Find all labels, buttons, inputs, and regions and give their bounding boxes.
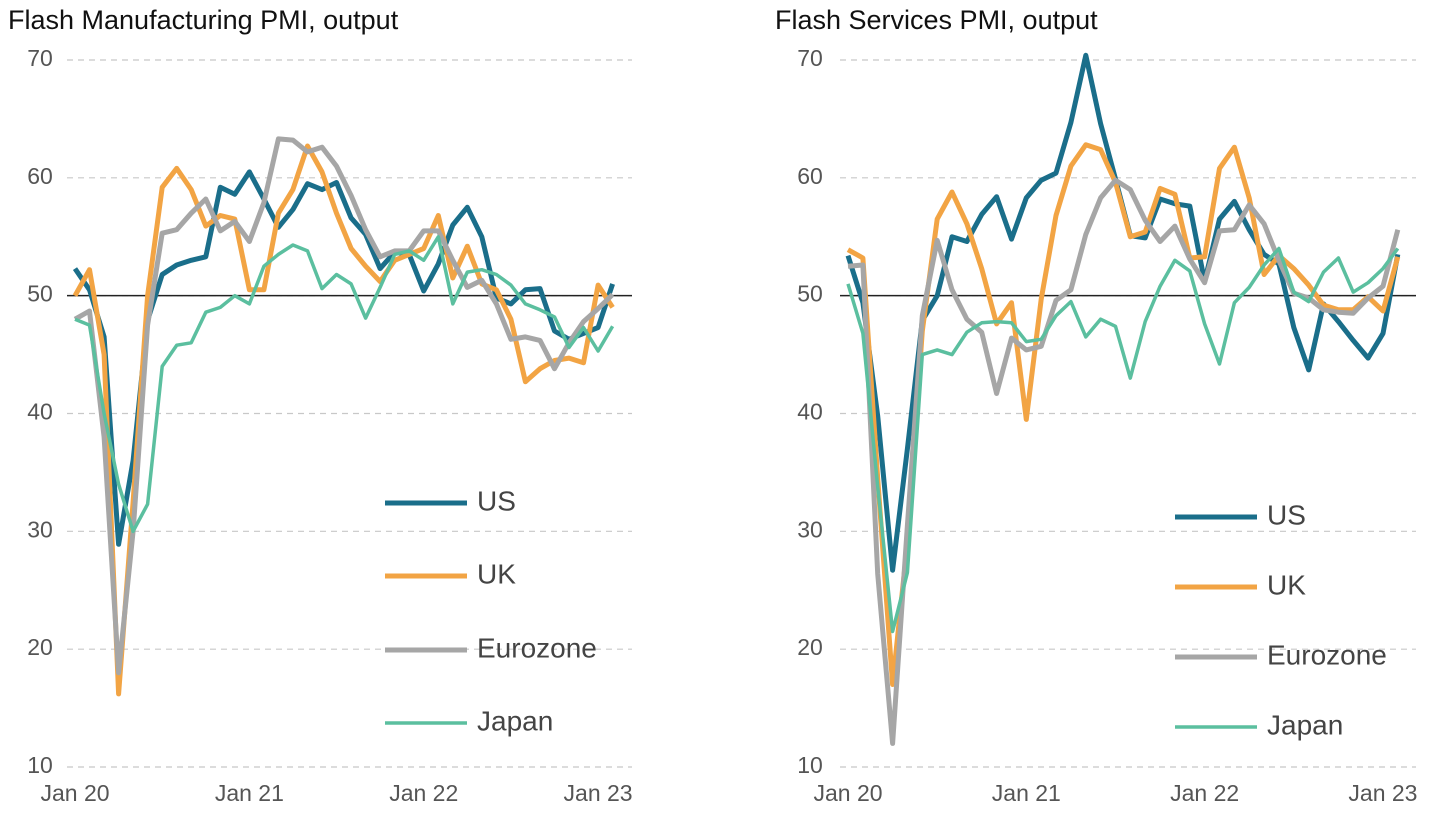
x-tick-label: Jan 21 bbox=[992, 780, 1061, 806]
x-tick-label: Jan 22 bbox=[1170, 780, 1239, 806]
series-line bbox=[74, 235, 615, 534]
x-tick-label: Jan 20 bbox=[40, 780, 109, 806]
x-tick-label: Jan 20 bbox=[813, 780, 882, 806]
y-tick-label: 10 bbox=[27, 752, 53, 778]
y-tick-label: 20 bbox=[797, 634, 823, 660]
series-line bbox=[72, 143, 615, 697]
series-line bbox=[846, 246, 1400, 634]
x-tick-label: Jan 21 bbox=[215, 780, 284, 806]
series-line bbox=[847, 177, 1401, 746]
legend-label: Japan bbox=[1267, 709, 1343, 740]
y-tick-label: 30 bbox=[797, 516, 823, 542]
x-tick-label: Jan 22 bbox=[389, 780, 458, 806]
chart-title: Flash Manufacturing PMI, output bbox=[8, 5, 399, 35]
legend-label: Eurozone bbox=[477, 632, 597, 663]
y-tick-label: 10 bbox=[797, 752, 823, 778]
chart-title: Flash Services PMI, output bbox=[775, 5, 1098, 35]
legend-label: UK bbox=[1267, 569, 1306, 600]
x-tick-label: Jan 23 bbox=[1348, 780, 1417, 806]
legend-label: Japan bbox=[477, 705, 553, 736]
y-tick-label: 60 bbox=[27, 163, 53, 189]
y-tick-label: 50 bbox=[797, 281, 823, 307]
y-tick-label: 30 bbox=[27, 516, 53, 542]
series-line bbox=[72, 169, 615, 547]
series-line bbox=[846, 142, 1401, 687]
y-tick-label: 40 bbox=[27, 399, 53, 425]
y-tick-label: 70 bbox=[27, 45, 53, 71]
legend-label: US bbox=[477, 485, 516, 516]
legend-label: UK bbox=[477, 558, 516, 589]
legend-label: Eurozone bbox=[1267, 639, 1387, 670]
series-line bbox=[73, 136, 615, 676]
series-line bbox=[845, 52, 1401, 573]
y-tick-label: 60 bbox=[797, 163, 823, 189]
y-tick-label: 40 bbox=[797, 399, 823, 425]
y-tick-label: 70 bbox=[797, 45, 823, 71]
y-tick-label: 50 bbox=[27, 281, 53, 307]
legend-label: US bbox=[1267, 499, 1306, 530]
x-tick-label: Jan 23 bbox=[564, 780, 633, 806]
y-tick-label: 20 bbox=[27, 634, 53, 660]
